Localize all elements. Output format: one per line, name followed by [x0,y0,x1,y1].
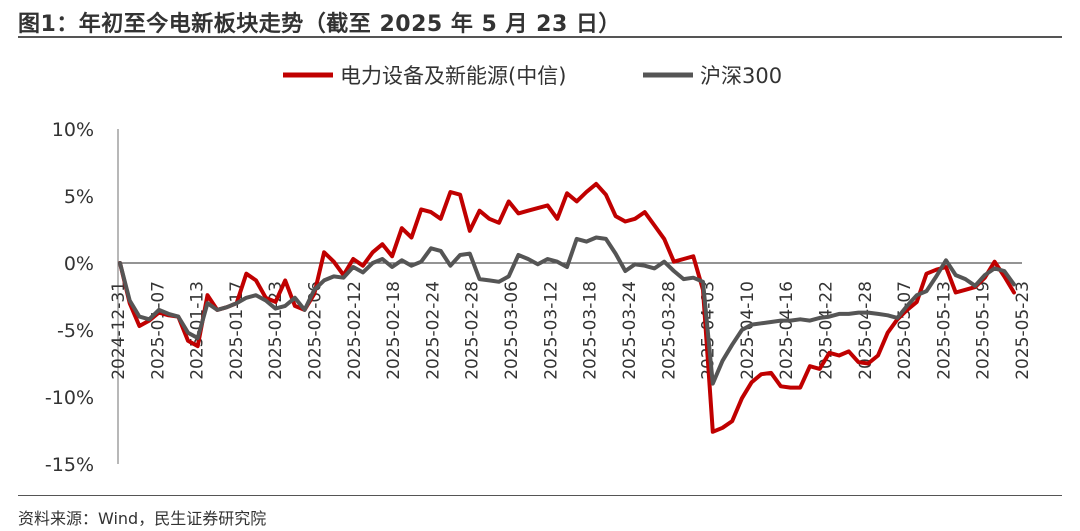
x-tick-label: 2025-02-12 [345,281,365,380]
x-tick-label: 2025-05-13 [934,281,954,380]
y-axis: 10% 5% 0% -5% -10% -15% [45,119,94,476]
y-tick-label: 10% [52,119,94,141]
bottom-rule [18,495,1062,496]
line-chart: 电力设备及新能源(中信) 沪深300 10% 5% 0% -5% -10% -15% 20… [45,64,1033,476]
x-tick-label: 2025-01-17 [227,281,247,380]
x-tick-label: 2025-02-18 [384,281,404,380]
x-tick-label: 2025-03-28 [659,281,679,380]
series-layer [118,181,1016,434]
y-tick-label: -10% [45,387,94,409]
series-line-1 [118,181,1016,434]
x-tick-label: 2025-03-18 [581,281,601,380]
x-tick-label: 2025-03-24 [620,281,640,380]
y-tick-label: 0% [64,253,94,275]
x-tick-label: 2025-02-24 [423,281,443,380]
title-rule [18,36,1062,38]
x-tick-label: 2025-04-16 [777,281,797,380]
x-tick-label: 2025-04-22 [816,281,836,380]
x-tick-label: 2025-04-28 [856,281,876,380]
x-tick-label: 2024-12-31 [109,281,129,380]
y-tick-label: 5% [64,186,94,208]
source-note: 资料来源：Wind，民生证券研究院 [18,509,267,528]
x-tick-label: 2025-05-19 [974,281,994,380]
series-line-2 [118,235,1016,386]
x-tick-label: 2025-05-23 [1013,281,1033,380]
legend: 电力设备及新能源(中信) 沪深300 [283,64,782,88]
x-tick-label: 2025-02-28 [463,281,483,380]
x-tick-label: 2025-01-13 [188,281,208,380]
figure-title: 图1：年初至今电新板块走势（截至 2025 年 5 月 23 日） [18,12,621,37]
y-tick-label: -15% [45,454,94,476]
legend-label-series-1: 电力设备及新能源(中信) [340,64,566,88]
x-tick-label: 2025-03-06 [502,281,522,380]
x-tick-label: 2025-02-06 [306,281,326,380]
x-tick-label: 2025-03-12 [541,281,561,380]
x-tick-label: 2025-04-10 [738,281,758,380]
x-tick-label: 2025-05-07 [895,281,915,380]
y-tick-label: -5% [57,320,94,342]
legend-label-series-2: 沪深300 [700,64,782,88]
x-tick-label: 2025-01-07 [148,281,168,380]
